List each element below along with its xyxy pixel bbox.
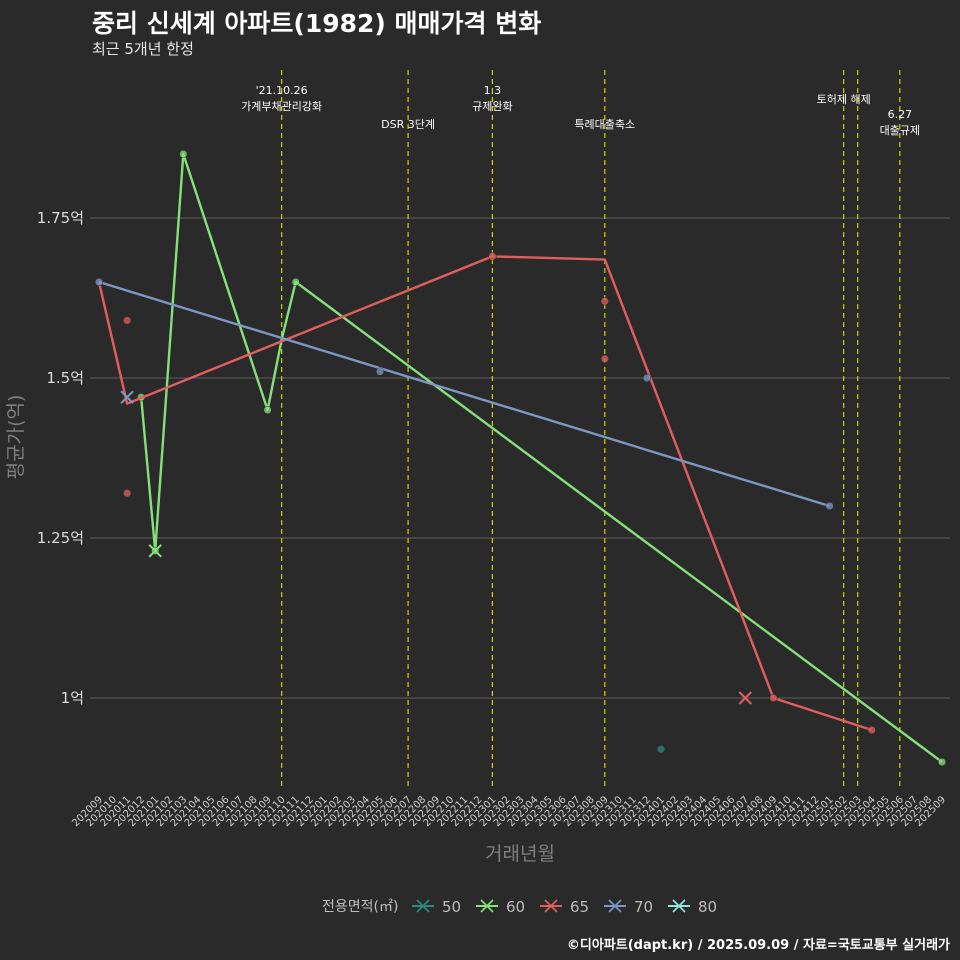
cross-marker [120,390,134,404]
data-point [937,757,947,767]
y-axis-ticks: 1억 1.25억 1.5억 1.75억 [37,209,84,707]
series-layer [94,149,947,767]
legend-label: 80 [698,898,717,916]
data-point [642,373,652,383]
series-line [139,152,943,763]
legend: 전용면적(㎡) 50 60 65 70 80 [322,898,717,916]
y-tick-label: 1.5억 [46,369,84,387]
source-caption: ©디아파트(dapt.kr) / 2025.09.09 / 자료=국토교통부 실… [566,938,950,953]
event-label: DSR 3단계 [381,118,435,131]
data-point [867,725,876,735]
data-point [656,745,666,754]
event-label: 대출규제 [880,124,920,137]
event-label: 6.27 [888,108,913,121]
legend-title: 전용면적(㎡) [322,899,398,915]
chart-subtitle: 최근 5개년 한정 [92,40,194,58]
legend-key-cross [544,899,558,913]
y-axis-title: 평균가(억) [5,395,27,480]
x-axis-title: 거래년월 [485,843,555,865]
event-label: '21.10.26 [256,84,308,97]
data-point [123,489,132,498]
data-point [825,501,834,511]
y-tick-label: 1.25억 [37,529,84,547]
series-line [98,280,830,508]
series-line [97,255,873,732]
series-60 [137,149,947,767]
grid [90,217,950,699]
y-tick-label: 1억 [61,689,84,707]
data-point [179,149,188,159]
data-point [94,277,104,287]
event-label: 규제완화 [472,100,512,113]
series-50 [656,745,666,754]
data-point [375,367,385,376]
series-70 [94,277,834,511]
x-axis-ticks: 2020092020102020112020122021012021022021… [70,794,948,829]
data-point [263,405,272,415]
legend-label: 70 [634,898,653,916]
cross-marker [738,691,753,705]
legend-key-cross [480,899,494,913]
data-point [291,277,300,287]
legend-label: 60 [506,898,525,916]
legend-key-cross [672,899,686,913]
data-point [123,316,132,325]
event-label: 가계부채관리강화 [241,100,322,113]
cross-marker [148,544,162,558]
legend-key-cross [416,899,430,913]
data-point [488,252,497,261]
chart-title: 중리 신세계 아파트(1982) 매매가격 변화 [92,9,542,38]
event-label: 특례대출축소 [574,118,635,131]
data-point [600,354,609,363]
data-point [769,693,778,703]
legend-label: 65 [570,898,589,916]
event-label: 1.3 [484,84,502,97]
legend-label: 50 [442,898,461,916]
legend-key-cross [608,899,622,913]
event-label: 토허제 해제 [817,92,871,106]
data-point [600,297,609,306]
y-tick-label: 1.75억 [37,209,84,227]
series-65 [97,252,876,735]
